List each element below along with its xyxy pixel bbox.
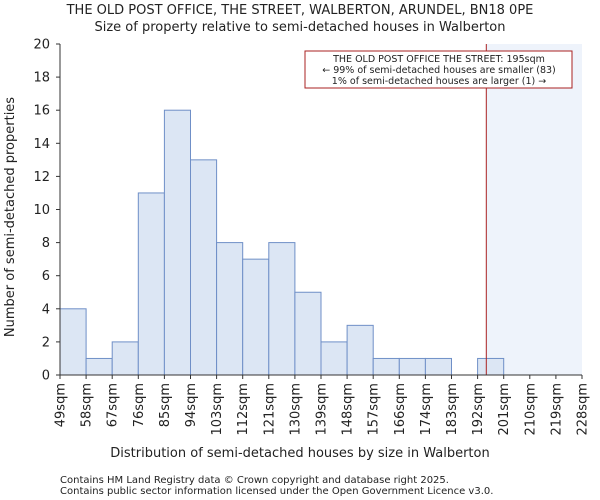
bar-121sqm (268, 242, 296, 376)
bar-49sqm (59, 308, 87, 376)
bar-148sqm (346, 324, 374, 376)
x-tick-label: 157sqm (367, 383, 382, 436)
bar-130sqm (294, 291, 322, 376)
chart-title-line-2: Size of property relative to semi-detach… (94, 20, 505, 35)
y-tick-label: 0 (42, 369, 50, 384)
x-tick-label: 94sqm (184, 383, 199, 427)
bar-139sqm (320, 341, 348, 376)
x-tick-label: 130sqm (288, 383, 303, 436)
x-tick-label: 76sqm (132, 383, 147, 427)
x-tick-label: 219sqm (549, 383, 564, 436)
x-tick-label: 85sqm (158, 383, 173, 427)
x-tick-label: 174sqm (419, 383, 434, 436)
x-tick-label: 201sqm (497, 383, 512, 436)
footer-line-2: Contains public sector information licen… (60, 486, 493, 497)
bar-174sqm (424, 357, 452, 376)
bar-85sqm (163, 109, 191, 376)
y-tick-label: 8 (42, 236, 50, 251)
y-tick-label: 18 (33, 71, 50, 86)
x-tick-label: 112sqm (236, 383, 251, 436)
x-tick-label: 183sqm (445, 383, 460, 436)
y-tick-label: 16 (33, 104, 50, 119)
x-tick-label: 192sqm (471, 383, 486, 436)
annotation-box (304, 50, 573, 89)
y-tick-label: 10 (33, 203, 50, 218)
bar-192sqm (477, 357, 505, 376)
bar-103sqm (216, 242, 244, 376)
x-tick-label: 148sqm (341, 383, 356, 436)
bar-58sqm (85, 357, 113, 376)
x-tick-label: 49sqm (54, 383, 69, 427)
annotation-line-3: 1% of semi-detached houses are larger (1… (332, 76, 546, 87)
y-tick-label: 6 (42, 269, 50, 284)
footer-line-1: Contains HM Land Registry data © Crown c… (60, 475, 449, 486)
bar-157sqm (372, 357, 400, 376)
x-tick-label: 58sqm (80, 383, 95, 427)
chart-title-line-1: THE OLD POST OFFICE, THE STREET, WALBERT… (66, 3, 534, 18)
bar-112sqm (242, 258, 270, 376)
x-tick-label: 121sqm (262, 383, 277, 436)
x-tick-label: 210sqm (523, 383, 538, 436)
larger-region-shade (486, 44, 582, 375)
x-tick-label: 228sqm (576, 383, 591, 436)
bar-94sqm (190, 159, 218, 376)
bar-67sqm (111, 341, 139, 376)
y-tick-label: 2 (42, 335, 50, 350)
annotation-line-2: ← 99% of semi-detached houses are smalle… (322, 65, 556, 76)
y-axis-label: Number of semi-detached properties (3, 97, 18, 337)
y-tick-label: 20 (33, 38, 50, 53)
x-tick-label: 166sqm (393, 383, 408, 436)
y-tick-label: 4 (42, 302, 50, 317)
x-axis-label: Distribution of semi-detached houses by … (110, 446, 489, 461)
annotation-line-1: THE OLD POST OFFICE THE STREET: 195sqm (332, 54, 545, 65)
x-tick-label: 103sqm (210, 383, 225, 436)
x-tick-label: 67sqm (106, 383, 121, 427)
bar-166sqm (398, 357, 426, 376)
bar-76sqm (137, 192, 165, 376)
y-tick-label: 12 (33, 170, 50, 185)
y-tick-label: 14 (33, 137, 50, 152)
x-tick-label: 139sqm (315, 383, 330, 436)
